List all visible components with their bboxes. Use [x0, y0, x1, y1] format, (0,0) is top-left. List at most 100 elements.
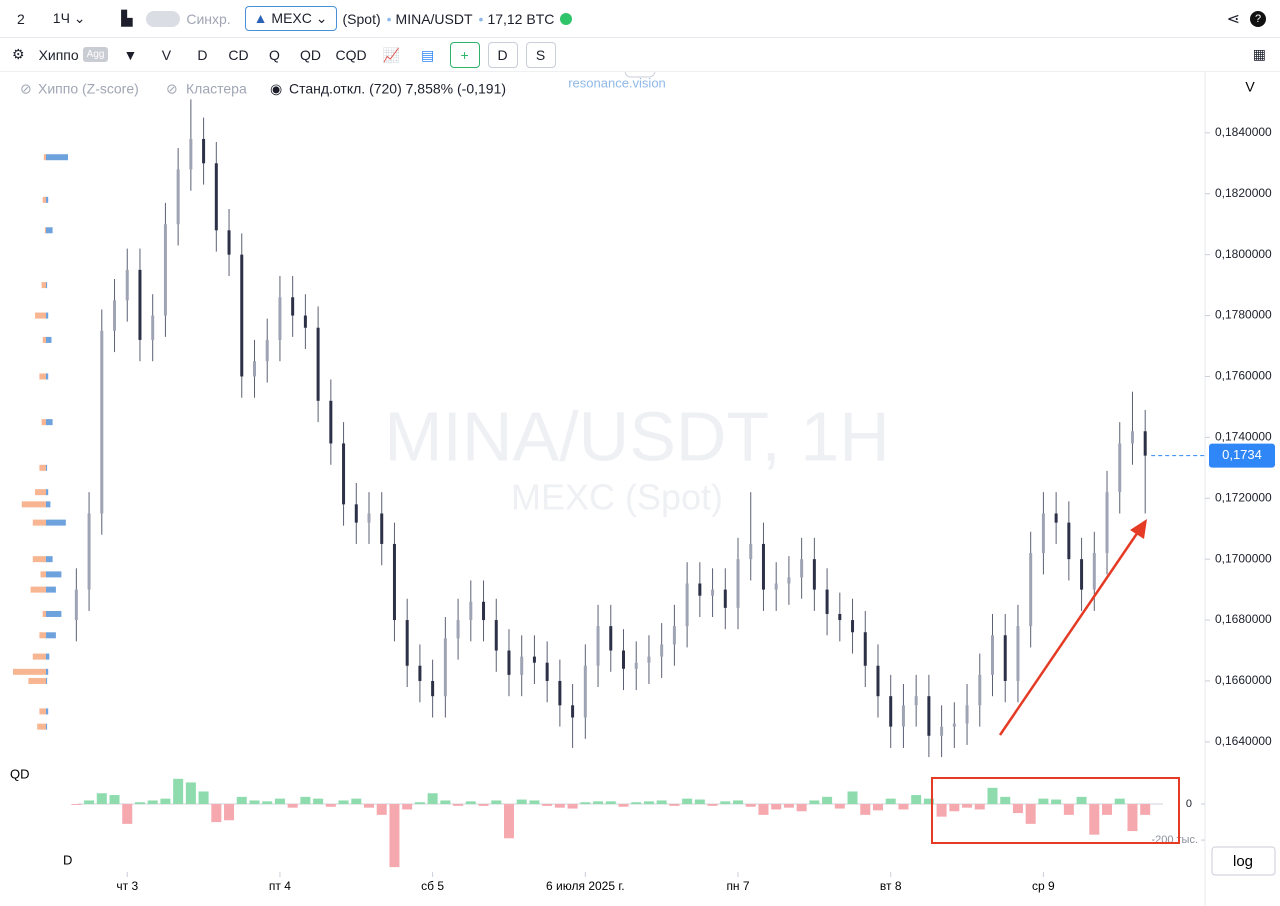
profile-buy	[46, 708, 49, 715]
qd-bar	[580, 802, 591, 805]
qd-bar	[1012, 804, 1023, 814]
legend-item[interactable]: Хиппо (Z-score)	[38, 81, 139, 97]
qd-bar	[923, 798, 934, 805]
toolbar-button[interactable]: CD	[228, 46, 249, 63]
last-price-label: 0,1734	[1222, 447, 1262, 462]
candle-body	[736, 559, 740, 608]
qd-bar	[898, 804, 909, 810]
toolbar-button[interactable]: D	[197, 46, 208, 63]
y-tick-label: 0,1660000	[1215, 673, 1272, 687]
qd-bar	[236, 796, 247, 805]
toolbar-button[interactable]: S	[525, 41, 556, 68]
qd-bar	[1114, 798, 1125, 805]
profile-buy	[46, 571, 62, 578]
qd-bar	[84, 800, 95, 805]
profile-buy	[46, 196, 49, 203]
candle-body	[660, 644, 664, 657]
candle-body	[876, 665, 880, 697]
y-tick-label: 0,1740000	[1215, 430, 1272, 444]
x-tick-label: ср 9	[1032, 879, 1055, 893]
candle-body	[800, 559, 804, 578]
profile-sell	[37, 723, 46, 730]
candle-body	[965, 705, 969, 724]
collapse-button[interactable]	[624, 72, 656, 78]
candle-body	[901, 705, 905, 727]
candle-body	[952, 723, 956, 727]
layout-button[interactable]: 2	[17, 10, 25, 27]
legend-item[interactable]: Кластера	[186, 81, 247, 97]
candle-body	[583, 665, 587, 718]
candle-body	[189, 138, 193, 170]
qd-bar	[262, 801, 273, 805]
toolbar-button[interactable]: QD	[299, 46, 321, 63]
qd-bar	[160, 798, 171, 805]
qd-bar	[173, 778, 184, 805]
profile-buy	[46, 373, 49, 380]
qd-bar	[682, 798, 693, 805]
candle-body	[545, 662, 549, 681]
candle-body	[621, 650, 625, 669]
qd-bar	[1000, 796, 1011, 805]
candle-body	[685, 583, 689, 627]
candle-body	[825, 589, 829, 614]
candle-body	[329, 400, 333, 444]
qd-bar	[338, 800, 349, 805]
candle-body	[87, 513, 91, 590]
exchange-select[interactable]: ▲ MEXC ⌄	[244, 6, 337, 31]
candle-body	[176, 169, 180, 225]
qd-bar	[1076, 796, 1087, 805]
candle-body	[494, 620, 498, 651]
candle-body	[227, 230, 231, 255]
indicator[interactable]: Хиппо	[38, 46, 79, 63]
qd-bar	[962, 804, 973, 808]
toolbar-button[interactable]: Q	[269, 46, 280, 63]
candle-body	[838, 613, 842, 621]
legend-hidden-icon[interactable]: ⊘	[166, 81, 178, 97]
profile-sell	[30, 586, 46, 593]
candle-body	[240, 254, 244, 377]
toolbar-button[interactable]: D	[487, 41, 518, 68]
interval-select[interactable]: 1Ч ⌄	[52, 10, 86, 26]
legend-item[interactable]: Станд.откл. (720) 7,858% (-0,191)	[289, 81, 506, 97]
log-button[interactable]	[1211, 846, 1276, 876]
qd-bar	[198, 791, 209, 805]
filter-icon[interactable]: ▼	[123, 46, 138, 63]
toolbar-button[interactable]: CQD	[335, 46, 367, 63]
qd-bar	[313, 798, 324, 805]
y-tick-label: 0,1840000	[1215, 125, 1272, 139]
settings-icon[interactable]: ⚙	[12, 46, 25, 62]
candle-body	[214, 163, 218, 231]
top-bar: 2 1Ч ⌄ ▙ Синхр. ▲ MEXC ⌄ (Spot) • MINA/U…	[0, 0, 1280, 38]
profile-sell	[39, 373, 46, 380]
candle-body	[1054, 513, 1058, 523]
candle-body	[1130, 431, 1134, 444]
profile-sell	[42, 196, 46, 203]
sync-toggle[interactable]	[146, 10, 181, 27]
profile-buy	[46, 501, 51, 508]
profile-sell	[43, 154, 46, 161]
candle-body	[367, 513, 371, 523]
agg-badge[interactable]: Agg	[82, 47, 109, 62]
profile-sell	[13, 668, 46, 675]
candle-body	[125, 269, 129, 301]
qd-bar	[618, 804, 629, 807]
share-icon[interactable]: ⋖	[1226, 10, 1240, 28]
candle-body	[113, 300, 117, 331]
qd-bar	[427, 793, 438, 805]
list-icon[interactable]: ▤	[420, 46, 435, 63]
watermark-subtitle: MEXC (Spot)	[511, 477, 723, 518]
candle-body	[634, 662, 638, 669]
toolbar-button[interactable]: V	[161, 46, 172, 63]
legend-hidden-icon[interactable]: ⊘	[20, 81, 32, 97]
log-label[interactable]: log	[1233, 853, 1253, 870]
legend-eye-icon[interactable]: ◉	[270, 81, 282, 97]
line-icon[interactable]: 📈	[382, 46, 401, 63]
drawing-icon[interactable]: ▙	[121, 10, 133, 26]
marks: 0,1640000 0,1660000 0,1680000 0,1700000 0,17…	[13, 99, 1275, 893]
candle-body	[609, 626, 613, 651]
help-icon[interactable]: ?	[1250, 10, 1266, 27]
add-button[interactable]: +	[449, 41, 480, 68]
x-tick-label: 6 июля 2025 г.	[546, 879, 625, 893]
ruler-icon[interactable]: ▦	[1252, 46, 1266, 62]
